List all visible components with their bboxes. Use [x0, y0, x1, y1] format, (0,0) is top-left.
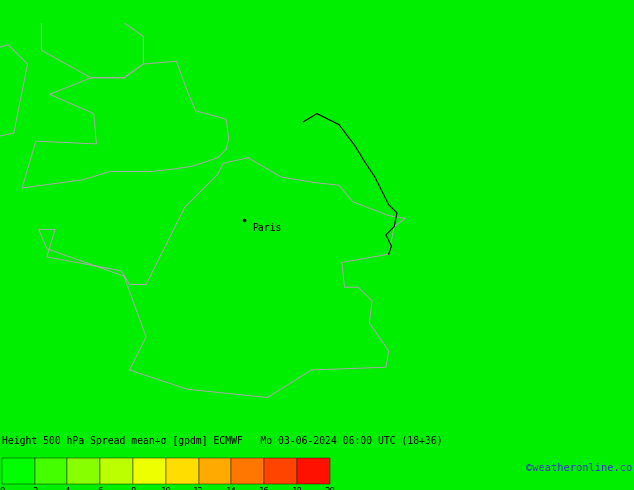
FancyBboxPatch shape: [133, 458, 166, 484]
Text: 14: 14: [226, 487, 236, 490]
Text: 18: 18: [292, 487, 302, 490]
FancyBboxPatch shape: [2, 458, 35, 484]
Text: 16: 16: [259, 487, 269, 490]
Text: 20: 20: [325, 487, 335, 490]
Text: 6: 6: [98, 487, 103, 490]
Text: 8: 8: [131, 487, 136, 490]
FancyBboxPatch shape: [67, 458, 100, 484]
Text: 4: 4: [65, 487, 70, 490]
FancyBboxPatch shape: [264, 458, 297, 484]
FancyBboxPatch shape: [166, 458, 198, 484]
Text: ©weatheronline.co.uk: ©weatheronline.co.uk: [526, 463, 634, 473]
FancyBboxPatch shape: [231, 458, 264, 484]
FancyBboxPatch shape: [35, 458, 67, 484]
Text: 0: 0: [0, 487, 4, 490]
Text: 12: 12: [193, 487, 204, 490]
Text: Paris: Paris: [252, 223, 281, 233]
Text: Height 500 hPa Spread mean+σ [gpdm] ECMWF   Mo 03-06-2024 06:00 UTC (18+36): Height 500 hPa Spread mean+σ [gpdm] ECMW…: [2, 436, 443, 446]
FancyBboxPatch shape: [198, 458, 231, 484]
FancyBboxPatch shape: [100, 458, 133, 484]
FancyBboxPatch shape: [297, 458, 330, 484]
Text: 2: 2: [32, 487, 37, 490]
Text: 10: 10: [160, 487, 171, 490]
